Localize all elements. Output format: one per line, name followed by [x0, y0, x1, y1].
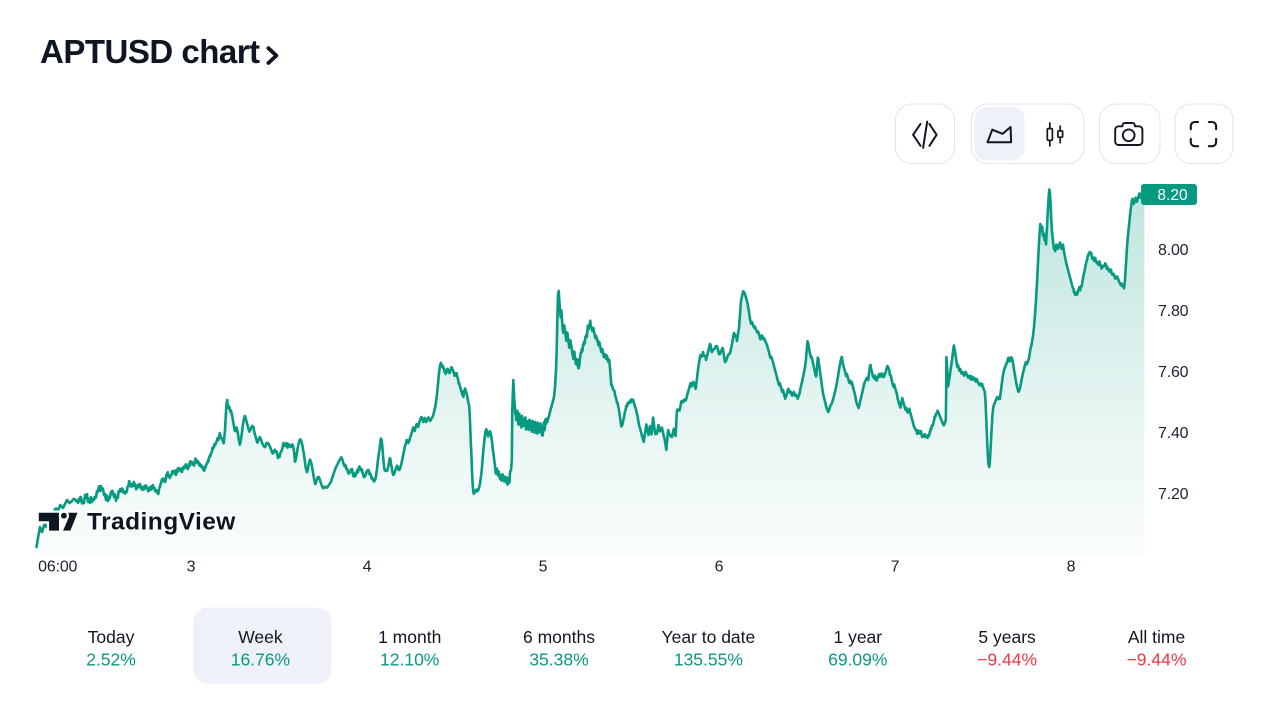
svg-text:Week: Week: [238, 627, 283, 647]
svg-text:7.80: 7.80: [1158, 303, 1189, 320]
svg-text:7: 7: [891, 559, 900, 576]
svg-text:Today: Today: [88, 627, 135, 647]
svg-text:7.20: 7.20: [1158, 486, 1189, 503]
svg-text:1 month: 1 month: [378, 627, 441, 647]
svg-text:7.40: 7.40: [1158, 425, 1189, 442]
svg-text:Year to date: Year to date: [662, 627, 756, 647]
svg-text:16.76%: 16.76%: [231, 650, 290, 670]
svg-text:35.38%: 35.38%: [529, 650, 588, 670]
svg-text:4: 4: [363, 559, 372, 576]
svg-text:−9.44%: −9.44%: [977, 650, 1037, 670]
svg-text:8: 8: [1067, 559, 1076, 576]
svg-text:2.52%: 2.52%: [86, 650, 136, 670]
svg-text:−9.44%: −9.44%: [1127, 650, 1187, 670]
svg-text:12.10%: 12.10%: [380, 650, 439, 670]
svg-text:7.60: 7.60: [1158, 364, 1189, 381]
svg-text:8.20: 8.20: [1157, 187, 1188, 204]
svg-text:APTUSD chart: APTUSD chart: [40, 33, 260, 70]
svg-text:3: 3: [187, 559, 196, 576]
svg-text:6: 6: [715, 559, 724, 576]
svg-text:69.09%: 69.09%: [828, 650, 887, 670]
svg-text:1 year: 1 year: [833, 627, 882, 647]
svg-text:All time: All time: [1128, 627, 1185, 647]
svg-text:06:00: 06:00: [38, 559, 77, 576]
svg-text:5: 5: [539, 559, 548, 576]
svg-text:6 months: 6 months: [523, 627, 595, 647]
svg-text:5 years: 5 years: [978, 627, 1036, 647]
svg-text:TradingView: TradingView: [87, 509, 236, 536]
svg-text:135.55%: 135.55%: [674, 650, 743, 670]
svg-text:8.00: 8.00: [1158, 242, 1189, 259]
